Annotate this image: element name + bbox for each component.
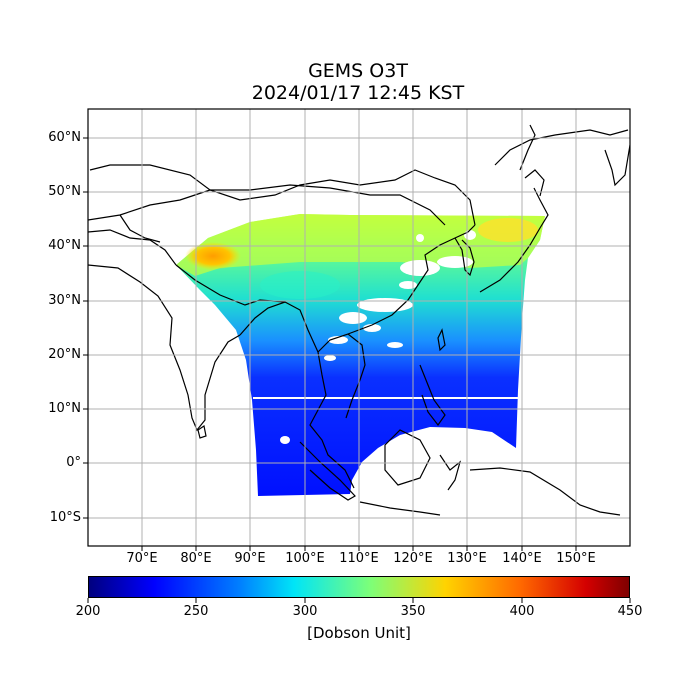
lon-label-80e: 80°E <box>180 551 212 566</box>
lon-label-110e: 110°E <box>339 551 379 566</box>
yellow-patch-east <box>478 218 538 242</box>
lat-label-30n: 30°N <box>48 293 81 308</box>
missing-data-line <box>253 397 519 399</box>
colorbar-tick-300: 300 <box>292 604 318 619</box>
lat-label-20n: 20°N <box>48 347 81 362</box>
colorbar-tick-250: 250 <box>183 604 209 619</box>
lat-label-0: 0° <box>66 455 81 470</box>
lat-label-10s: 10°S <box>49 510 81 525</box>
java <box>359 501 441 516</box>
lat-label-60n: 60°N <box>48 130 81 145</box>
japan-north <box>524 169 545 197</box>
korea-coast <box>454 237 475 277</box>
colorbar-tick-350: 350 <box>400 604 426 619</box>
coastlines-and-borders <box>88 124 630 516</box>
cyan-patch <box>260 271 340 299</box>
lat-label-40n: 40°N <box>48 238 81 253</box>
new-guinea <box>469 467 621 516</box>
japan-coast <box>479 187 549 293</box>
high-ozone-hotspot <box>185 242 241 270</box>
india-coast <box>88 264 241 432</box>
lat-label-10n: 10°N <box>48 401 81 416</box>
central-asia-border <box>119 214 161 243</box>
sulawesi <box>439 454 462 491</box>
map-title: GEMS O3T <box>308 60 408 82</box>
colorbar-tick-400: 400 <box>509 604 535 619</box>
philippines <box>419 364 446 427</box>
colorbar <box>88 576 630 598</box>
colorbar-tick-450: 450 <box>617 604 643 619</box>
china-north-border <box>89 164 476 226</box>
lon-label-150e: 150°E <box>556 551 596 566</box>
colorbar-label: [Dobson Unit] <box>307 624 411 642</box>
taiwan <box>437 328 446 352</box>
sri-lanka <box>197 425 207 439</box>
lat-label-50n: 50°N <box>48 184 81 199</box>
lon-label-130e: 130°E <box>447 551 487 566</box>
kazakhstan-border <box>88 189 211 221</box>
borneo <box>384 429 431 486</box>
china-coast <box>347 224 476 335</box>
kamchatka <box>604 144 630 187</box>
pakistan-border <box>88 229 177 266</box>
siberia-coast <box>494 129 629 166</box>
axis-ticks <box>83 137 577 551</box>
tibet-border <box>175 264 286 306</box>
map-timestamp: 2024/01/17 12:45 KST <box>251 82 465 104</box>
sumatra <box>299 441 356 501</box>
lon-label-100e: 100°E <box>285 551 325 566</box>
lon-label-120e: 120°E <box>393 551 433 566</box>
sakhalin <box>519 124 536 171</box>
bay-of-bengal-coast <box>239 301 355 489</box>
lon-label-70e: 70°E <box>126 551 158 566</box>
graticule <box>88 109 630 546</box>
lon-label-90e: 90°E <box>234 551 266 566</box>
lon-label-140e: 140°E <box>502 551 542 566</box>
colorbar-tick-200: 200 <box>75 604 101 619</box>
